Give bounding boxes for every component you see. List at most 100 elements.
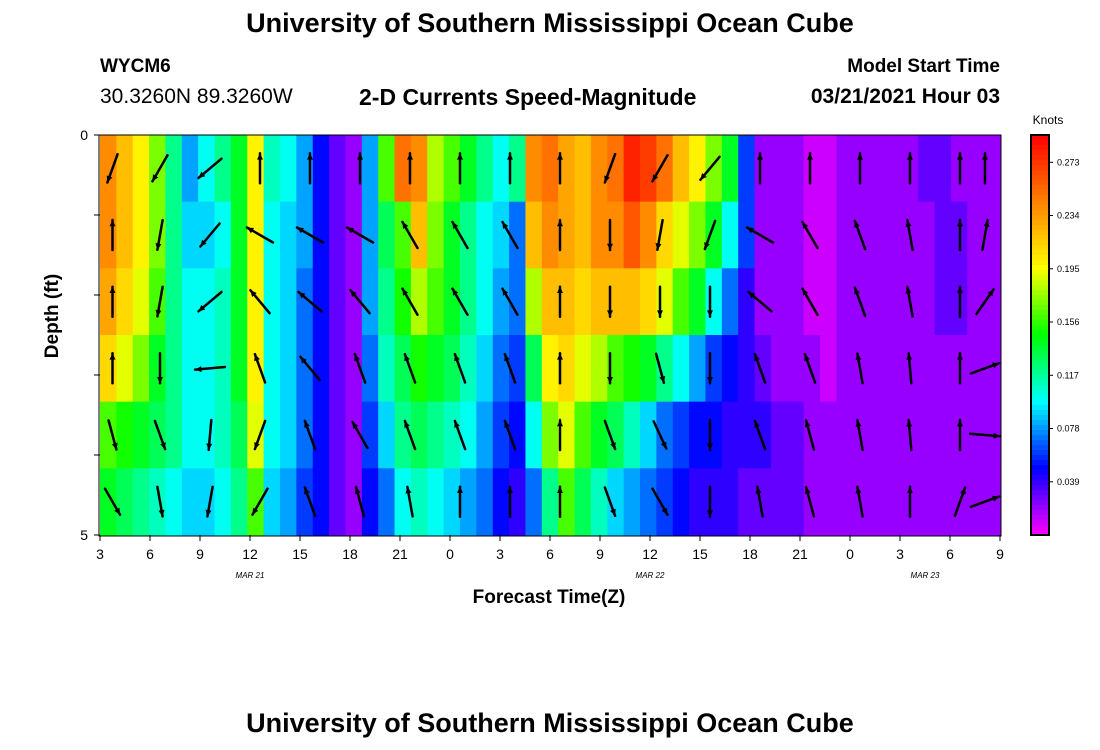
heatmap-cell: [967, 201, 985, 269]
heatmap-cell: [116, 268, 134, 336]
heatmap-cell: [443, 401, 461, 469]
heatmap-cell: [672, 135, 690, 203]
heatmap-cell: [378, 335, 396, 403]
current-arrow-head: [205, 509, 212, 517]
heatmap-cell: [100, 401, 117, 469]
current-arrow-head: [198, 304, 206, 312]
heatmap-cell: [770, 201, 788, 269]
heatmap-cell: [623, 201, 641, 269]
colorbar-segment: [1031, 265, 1049, 271]
heatmap-cell: [836, 468, 854, 536]
current-arrow-head: [748, 292, 756, 299]
heatmap-cell: [296, 335, 314, 403]
colorbar-label: 0.039: [1057, 477, 1080, 487]
colorbar-segment: [1031, 230, 1049, 236]
model-start-time: 03/21/2021 Hour 03: [810, 85, 1000, 108]
y-tick-label: 0: [80, 127, 88, 143]
current-arrow-head: [250, 290, 257, 297]
heatmap-cell: [983, 268, 1001, 336]
heatmap-cell: [885, 401, 903, 469]
current-arrow-head: [754, 420, 760, 428]
heatmap-cell: [361, 335, 379, 403]
heatmap-cell: [230, 268, 248, 336]
colorbar-segment: [1031, 285, 1049, 291]
current-arrow-head: [347, 227, 354, 234]
colorbar-segment: [1031, 490, 1049, 496]
current-arrow-head: [502, 288, 509, 296]
heatmap-cell: [803, 268, 821, 336]
heatmap-cell: [280, 135, 297, 203]
heatmap-cell: [296, 135, 314, 203]
heatmap-cell: [640, 135, 657, 203]
current-arrow-head: [557, 220, 563, 227]
heatmap-cell: [181, 135, 199, 203]
colorbar-segment: [1031, 345, 1049, 351]
heatmap-cell: [214, 268, 232, 336]
colorbar-label: 0.234: [1057, 211, 1080, 221]
current-arrow-head: [802, 288, 809, 296]
current-arrow-head: [707, 310, 713, 317]
heatmap-cell: [721, 335, 739, 403]
current-arrow-head: [454, 420, 460, 428]
heatmap-cell: [525, 335, 543, 403]
current-arrow-head: [457, 153, 463, 160]
current-arrow-head: [607, 377, 613, 384]
heatmap-cell: [345, 135, 363, 203]
heatmap-cell: [149, 135, 167, 203]
heatmap-cell: [787, 335, 805, 403]
x-tick-label: 12: [642, 546, 658, 562]
heatmap-cell: [803, 401, 821, 469]
heatmap-cell: [672, 335, 690, 403]
heatmap-cell: [460, 335, 477, 403]
heatmap-cell: [460, 201, 477, 269]
x-tick-label: 3: [496, 546, 504, 562]
current-arrow-head: [557, 486, 563, 493]
heatmap-cell: [345, 468, 363, 536]
heatmap-cell: [476, 335, 494, 403]
current-arrow-head: [198, 171, 206, 178]
heatmap-cell: [230, 135, 248, 203]
heatmap-cell: [541, 468, 559, 536]
heatmap-cell: [361, 135, 379, 203]
heatmap-cell: [558, 401, 576, 469]
heatmap-cell: [705, 468, 723, 536]
current-arrow-head: [905, 220, 912, 227]
current-arrow-head: [957, 286, 963, 293]
current-arrow-head: [254, 442, 260, 450]
heatmap-cell: [918, 335, 936, 403]
heatmap-cell: [721, 401, 739, 469]
current-arrow-head: [252, 507, 259, 515]
heatmap-cell: [541, 401, 559, 469]
colorbar-segment: [1031, 200, 1049, 206]
heatmap-cell: [787, 135, 805, 203]
heatmap-cell: [820, 135, 837, 203]
heatmap-cell: [770, 468, 788, 536]
heatmap-cell: [329, 268, 347, 336]
heatmap-cell: [738, 268, 756, 336]
colorbar-segment: [1031, 530, 1049, 536]
heatmap-cell: [656, 201, 674, 269]
heatmap-cell: [410, 401, 428, 469]
current-arrow-head: [655, 243, 662, 250]
heatmap-cell: [689, 201, 707, 269]
heatmap-cell: [165, 401, 183, 469]
colorbar-segment: [1031, 495, 1049, 501]
colorbar-segment: [1031, 235, 1049, 241]
x-axis-title: Forecast Time(Z): [473, 587, 626, 608]
heatmap-cell: [672, 268, 690, 336]
heatmap-cell: [738, 201, 756, 269]
colorbar-segment: [1031, 185, 1049, 191]
heatmap-cell: [443, 468, 461, 536]
current-arrow-head: [993, 432, 1000, 439]
heatmap-cell: [525, 201, 543, 269]
heatmap-cell: [607, 468, 625, 536]
heatmap-cell: [132, 201, 150, 269]
heatmap-cell: [705, 335, 723, 403]
colorbar-segment: [1031, 350, 1049, 356]
current-arrow-head: [659, 375, 666, 383]
heatmap-cell: [149, 201, 167, 269]
current-arrow-head: [304, 487, 310, 495]
current-arrow-head: [992, 495, 1000, 502]
heatmap-cell: [934, 268, 952, 336]
heatmap-cell: [590, 335, 608, 403]
